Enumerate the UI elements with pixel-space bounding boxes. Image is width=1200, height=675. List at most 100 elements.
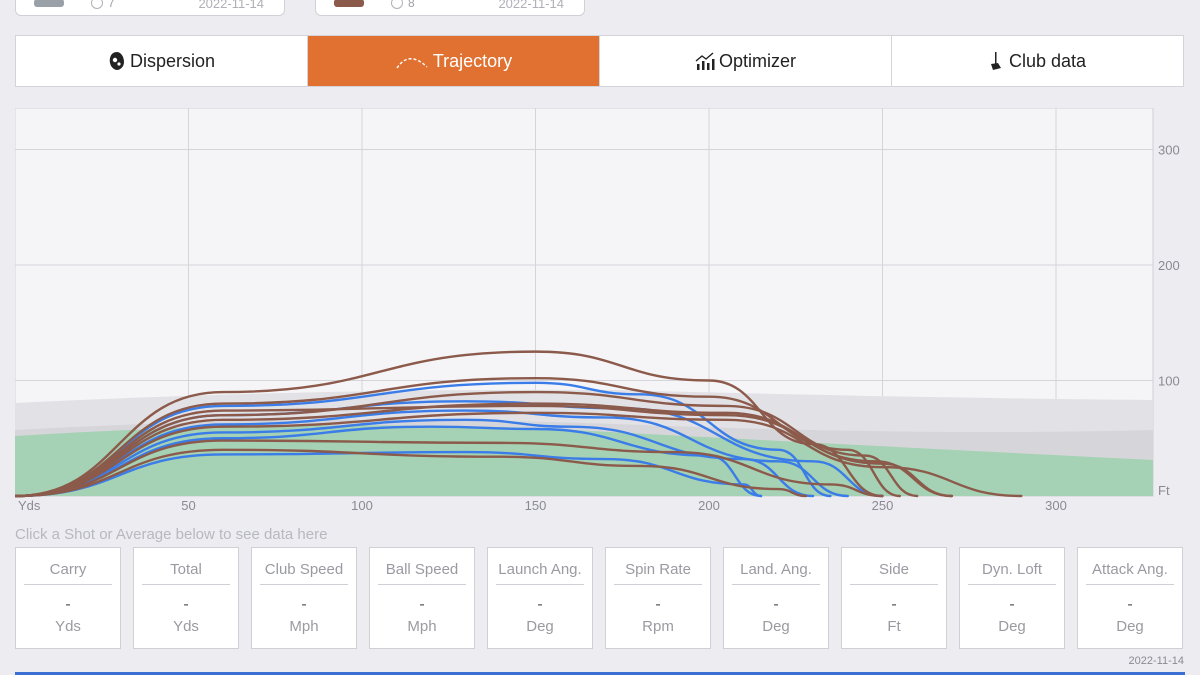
footer-date: 2022-11-14 [1128,655,1184,667]
stat-label: Side [878,561,910,578]
stat-value: - [419,596,425,613]
shot-count: 7 [108,0,115,10]
y-tick-label: 200 [1158,258,1180,273]
stat-unit: Yds [55,618,81,635]
x-tick-label: 300 [1045,498,1067,513]
stat-value: - [65,596,71,613]
stat-card: Club Speed - Mph [251,547,357,649]
tab-label: Dispersion [129,50,216,71]
session-card-2[interactable]: 8 2022-11-14 [315,0,585,16]
stat-label: Total [170,561,202,578]
stat-label: Attack Ang. [1092,561,1168,578]
stat-card: Spin Rate - Rpm [605,547,711,649]
trajectory-brown [13,448,808,498]
x-axis-label: Yds [18,498,41,513]
stat-divider [378,584,466,585]
stat-unit: Mph [407,618,437,635]
tab-label: Club data [1008,50,1087,71]
tab-trajectory[interactable]: Trajectory [308,36,600,86]
stat-value: - [891,596,897,613]
stat-card: Ball Speed - Mph [369,547,475,649]
trajectory-blue [13,381,832,498]
stat-divider [732,584,820,585]
trajectory-chart-svg: Yds 50 100 150 200 250 300 100 200 300 Ft [13,107,1180,513]
trajectory-brown [13,390,919,498]
hint-text: Click a Shot or Average below to see dat… [15,526,328,543]
stat-card: Carry - Yds [15,547,121,649]
session-date: 2022-11-14 [198,0,264,11]
x-tick-label: 100 [351,498,373,513]
clock-icon [391,0,403,9]
stat-divider [614,584,702,585]
trajectory-brown [13,402,954,498]
tab-club-data[interactable]: Club data [892,36,1183,86]
stat-unit: Deg [762,618,790,635]
trajectory-blue [13,409,849,498]
stat-unit: Deg [1116,618,1144,635]
trajectory-blue [13,450,763,498]
x-tick-label: 250 [872,498,894,513]
stat-divider [1086,584,1174,585]
stat-value: - [655,596,661,613]
stat-divider [24,584,112,585]
x-tick-label: 200 [698,498,720,513]
optimizer-icon [695,51,715,71]
stat-label: Launch Ang. [498,561,582,578]
stat-divider [496,584,584,585]
club-thumbnail [334,0,364,7]
stat-card: Attack Ang. - Deg [1077,547,1183,649]
shot-count: 8 [408,0,415,10]
stat-label: Spin Rate [625,561,691,578]
stat-unit: Mph [289,618,319,635]
stat-label: Ball Speed [385,561,459,578]
stat-divider [968,584,1056,585]
trajectory-brown [13,439,884,498]
stat-label: Carry [49,561,87,578]
stats-row: Carry - Yds Total - Yds Club Speed - Mph Ball Spe… [15,547,1185,651]
stat-card: Land. Ang. - Deg [723,547,829,649]
club-thumbnail [34,0,64,7]
trajectory-icon [395,53,429,69]
session-date: 2022-11-14 [498,0,564,11]
club-icon [989,51,1005,71]
stat-label: Dyn. Loft [981,561,1043,578]
stat-value: - [537,596,543,613]
tab-label: Optimizer [718,50,796,71]
stat-value: - [1127,596,1133,613]
stat-value: - [183,596,189,613]
stat-divider [260,584,348,585]
stat-card: Total - Yds [133,547,239,649]
session-card-1[interactable]: 7 2022-11-14 [15,0,285,16]
view-tabs: Dispersion Trajectory Optimizer Club dat… [15,35,1184,87]
stat-unit: Rpm [642,618,674,635]
stat-value: - [1009,596,1015,613]
y-tick-label: 100 [1158,374,1180,389]
trajectory-brown [13,404,954,498]
x-tick-label: 50 [181,498,195,513]
stat-unit: Deg [526,618,554,635]
fairway-zone [15,425,1153,496]
stat-label: Land. Ang. [740,561,812,578]
stat-unit: Ft [887,618,901,635]
dispersion-icon [108,51,126,71]
stat-divider [850,584,938,585]
clock-icon [91,0,103,9]
trajectory-chart: Yds 50 100 150 200 250 300 100 200 300 Ft [13,107,1185,518]
stat-value: - [773,596,779,613]
y-tick-label: 300 [1158,143,1180,158]
y-axis-label: Ft [1158,483,1170,498]
tab-optimizer[interactable]: Optimizer [600,36,892,86]
stat-divider [142,584,230,585]
stat-unit: Deg [998,618,1026,635]
stat-value: - [301,596,307,613]
tab-dispersion[interactable]: Dispersion [16,36,308,86]
bottom-divider [15,672,1185,675]
tab-label: Trajectory [432,50,513,71]
trajectory-brown [13,411,1023,498]
stat-unit: Yds [173,618,199,635]
trajectory-brown [13,376,902,498]
stat-card: Dyn. Loft - Deg [959,547,1065,649]
stat-card: Launch Ang. - Deg [487,547,593,649]
stat-card: Side - Ft [841,547,947,649]
x-tick-label: 150 [525,498,547,513]
